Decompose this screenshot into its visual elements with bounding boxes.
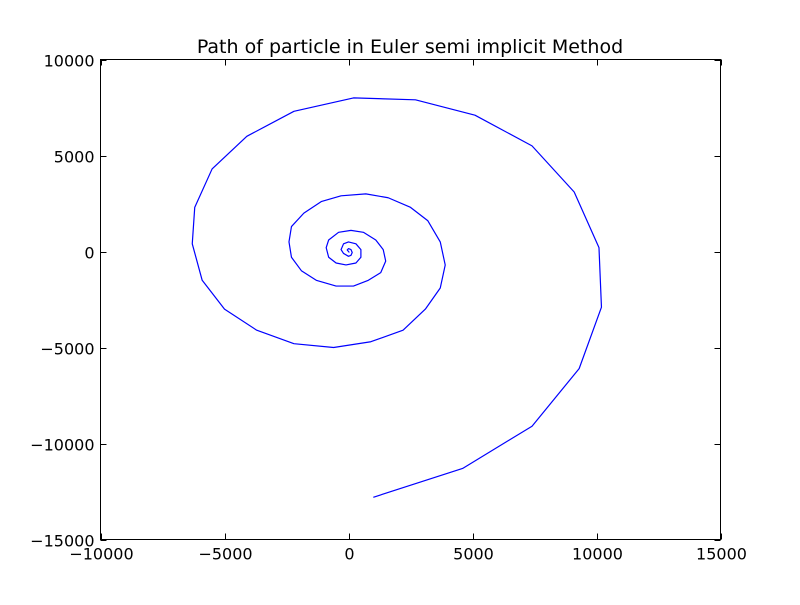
y-tick-label: −5000 bbox=[40, 340, 94, 359]
plot-frame bbox=[100, 59, 721, 540]
x-tick-label: 0 bbox=[344, 545, 354, 564]
x-tick-label: 10000 bbox=[572, 545, 623, 564]
chart-title: Path of particle in Euler semi implicit … bbox=[197, 36, 623, 58]
y-tick-label: 10000 bbox=[44, 52, 95, 71]
x-tick-label: 15000 bbox=[696, 545, 747, 564]
y-tick-label: 5000 bbox=[54, 148, 95, 167]
plot-area bbox=[100, 59, 721, 540]
series-layer bbox=[191, 97, 603, 498]
x-tick-label: 5000 bbox=[453, 545, 494, 564]
y-tick-label: −15000 bbox=[30, 532, 94, 551]
tick-layer: −10000 −5000 0 5000 10000 15000−15000−10000−5… bbox=[30, 52, 747, 564]
x-tick-label: −5000 bbox=[198, 545, 252, 564]
y-tick-label: −10000 bbox=[30, 436, 94, 455]
y-tick-label: 0 bbox=[84, 244, 94, 263]
series-line-0 bbox=[191, 97, 603, 498]
x-tick-label: −10000 bbox=[69, 545, 133, 564]
